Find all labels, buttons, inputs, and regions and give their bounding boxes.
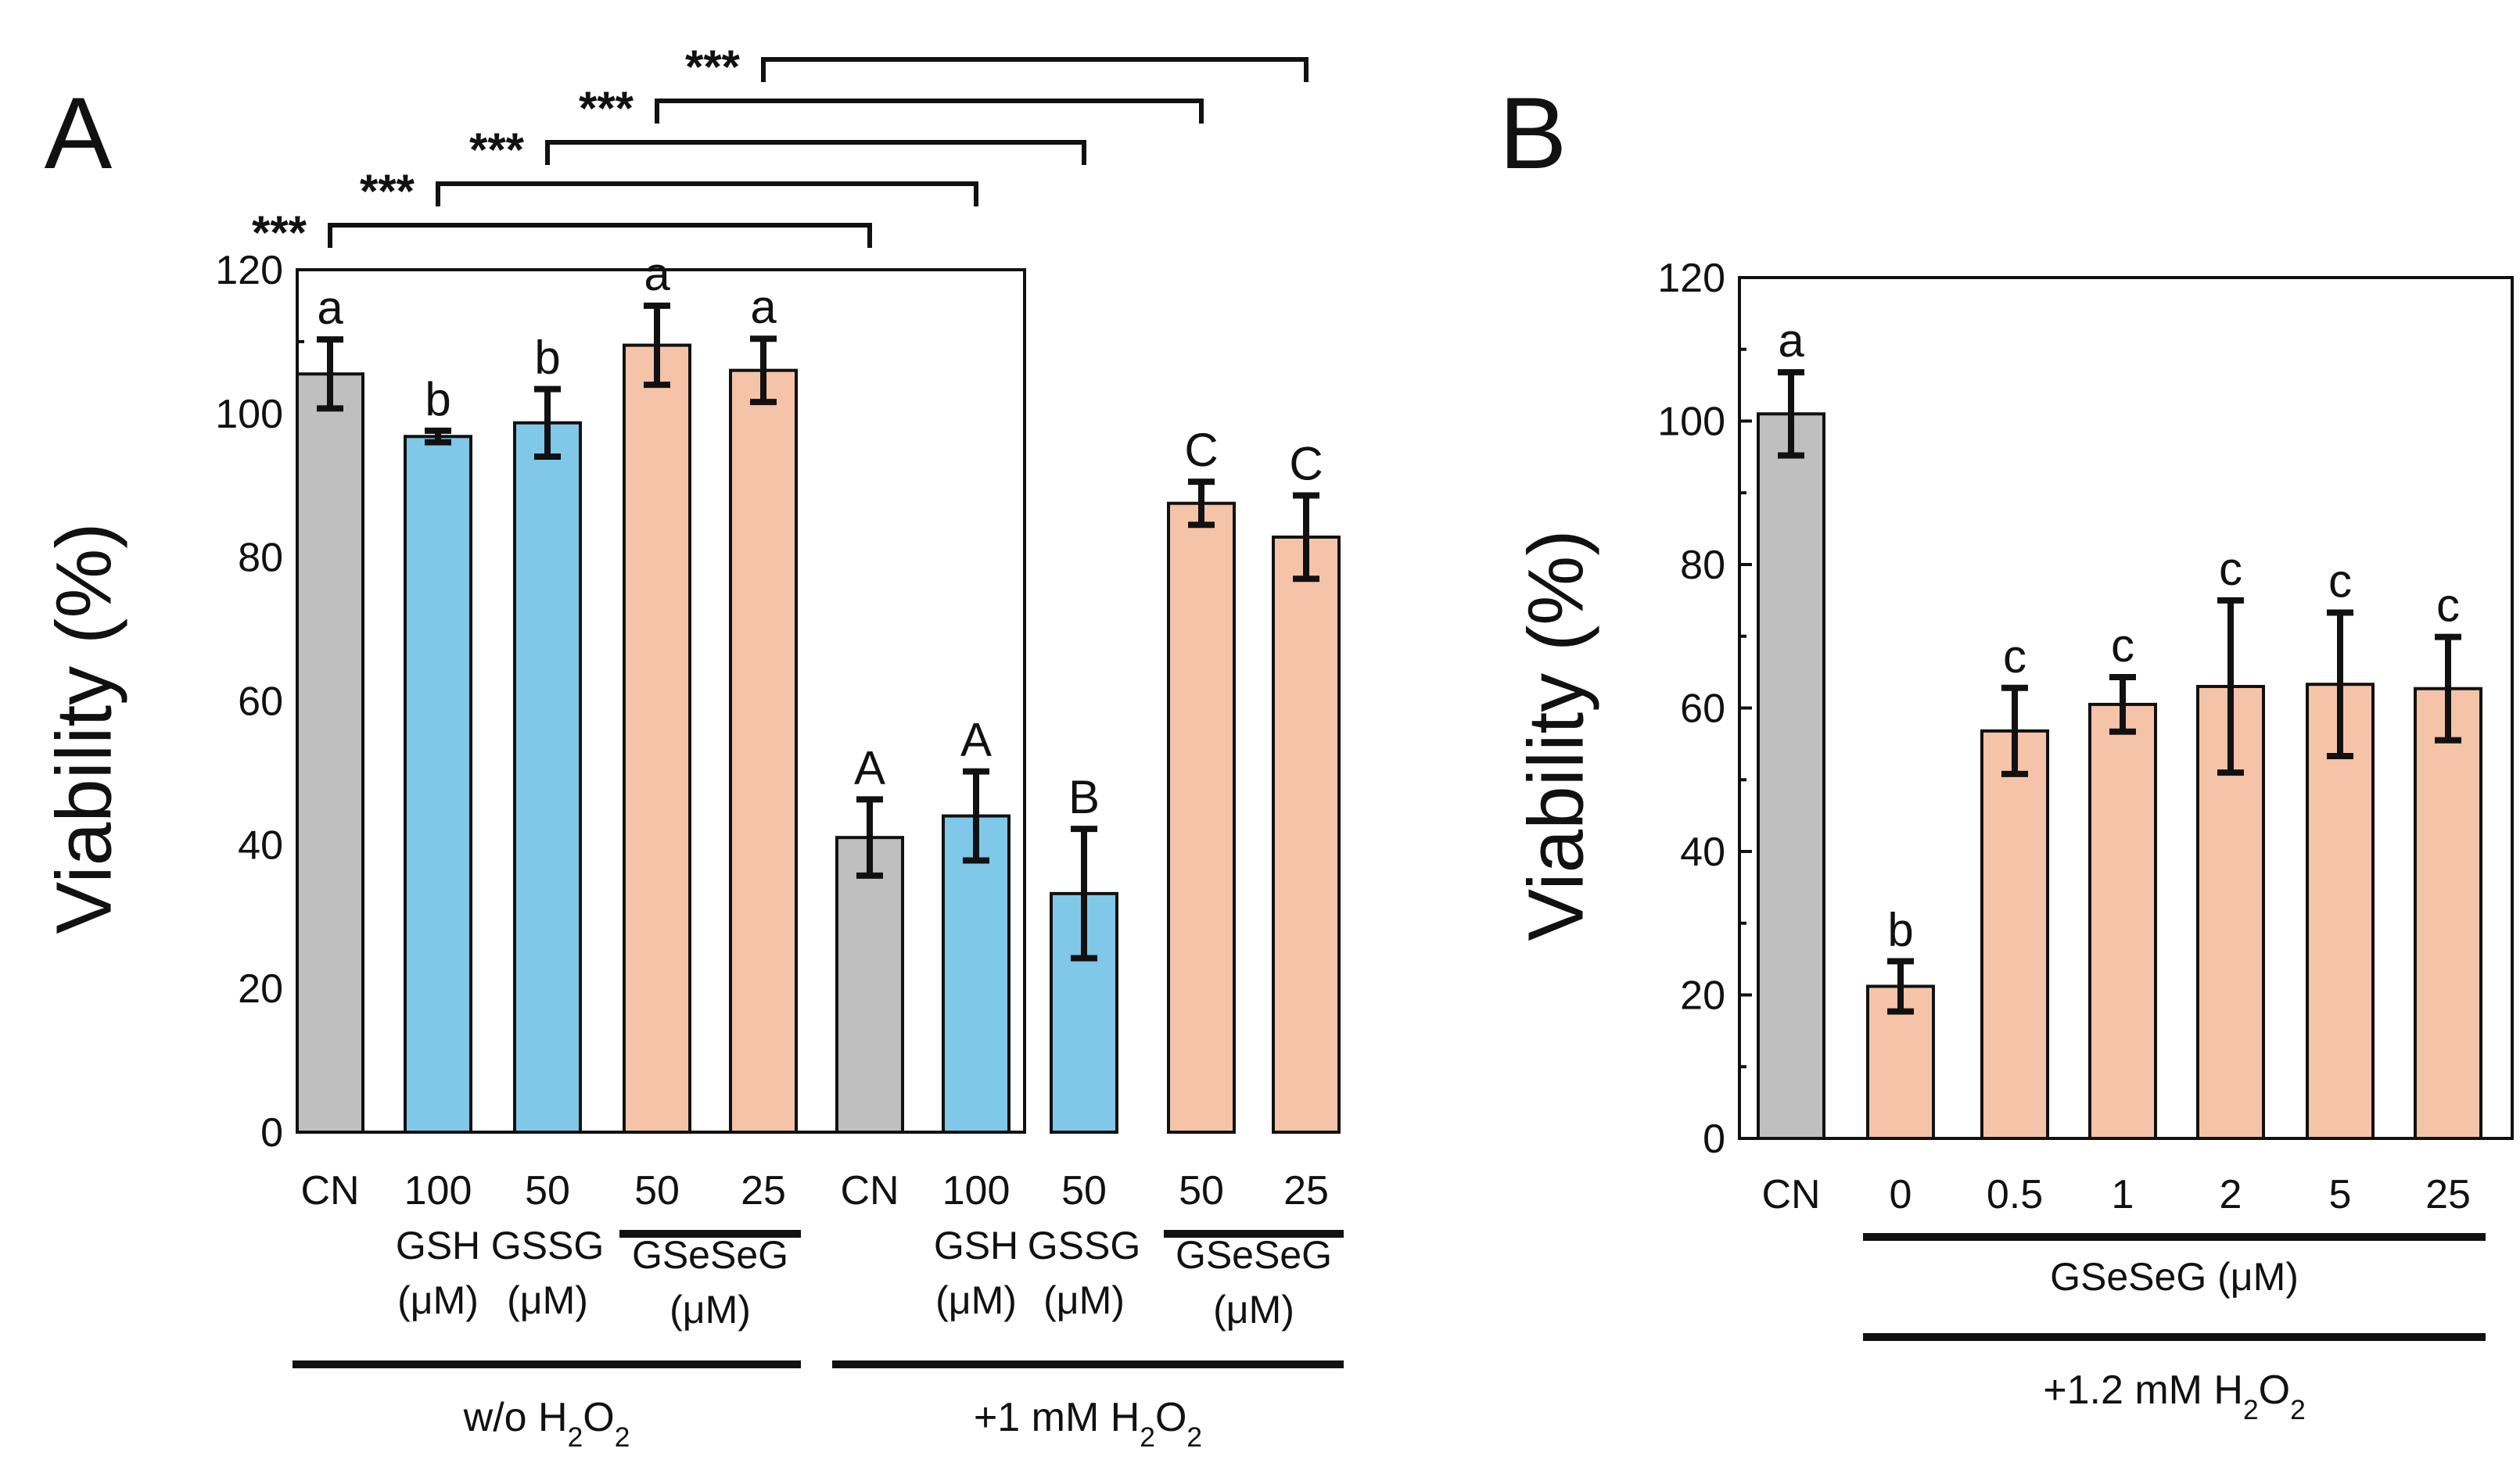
y-tick-label: 100 bbox=[1657, 400, 1725, 445]
x-tick-label: 25 bbox=[1283, 1168, 1329, 1213]
significance-stars: *** bbox=[469, 124, 525, 176]
bar bbox=[729, 368, 798, 1134]
chart-panel-b: B 0 20 40 60 80 100 120 Viability (%) a CN b 0 c 0.5 c 1… bbox=[1499, 76, 2514, 1425]
significance-stars: *** bbox=[579, 82, 634, 134]
significance-letter: B bbox=[1068, 771, 1100, 823]
bar bbox=[835, 836, 904, 1135]
significance-bracket bbox=[328, 223, 872, 248]
x-tick-label: 100 bbox=[404, 1168, 472, 1213]
y-axis-title: Viability (%) bbox=[1512, 529, 1599, 941]
significance-bracket bbox=[436, 181, 978, 206]
compound-unit-label: (μM) bbox=[935, 1278, 1017, 1322]
significance-letter: a bbox=[644, 248, 670, 300]
y-axis-title: Viability (%) bbox=[40, 522, 127, 934]
x-tick-label: CN bbox=[840, 1168, 899, 1213]
bar bbox=[296, 372, 364, 1134]
x-tick-label: 25 bbox=[2425, 1172, 2471, 1217]
condition-label: w/o H2O2 bbox=[463, 1395, 630, 1453]
significance-letter: a bbox=[317, 281, 343, 334]
significance-letter: c bbox=[2436, 579, 2460, 632]
compound-unit-label: (μM) bbox=[507, 1278, 588, 1322]
y-tick-label: 120 bbox=[215, 248, 283, 293]
significance-letter: C bbox=[1289, 438, 1323, 490]
compound-unit-label: (μM) bbox=[669, 1288, 751, 1332]
compound-label: GSH bbox=[934, 1224, 1018, 1267]
significance-letter: A bbox=[960, 714, 992, 766]
y-tick-label: 0 bbox=[260, 1110, 283, 1156]
y-tick-label: 80 bbox=[238, 536, 283, 581]
compound-unit-label: (μM) bbox=[1043, 1278, 1125, 1322]
x-tick-label: 5 bbox=[2329, 1172, 2352, 1217]
y-tick-label: 120 bbox=[1657, 256, 1725, 301]
significance-stars: *** bbox=[360, 165, 415, 217]
bar bbox=[2088, 702, 2157, 1140]
y-tick-label: 60 bbox=[238, 679, 283, 725]
y-tick-label: 20 bbox=[1680, 973, 1725, 1019]
panel-label: B bbox=[1499, 76, 1567, 190]
x-tick-label: 2 bbox=[2220, 1172, 2242, 1217]
bar bbox=[942, 814, 1011, 1134]
compound-label: GSeSeG bbox=[632, 1233, 788, 1277]
significance-stars: *** bbox=[685, 41, 741, 93]
y-tick-label: 20 bbox=[238, 966, 283, 1012]
compound-label: GSH bbox=[396, 1224, 480, 1267]
y-tick-label: 40 bbox=[1680, 830, 1725, 875]
significance-letter: c bbox=[2111, 619, 2134, 672]
significance-letter: b bbox=[425, 373, 451, 425]
compound-label: GSSG bbox=[491, 1224, 604, 1267]
x-tick-label: 50 bbox=[634, 1168, 680, 1213]
x-tick-label: 50 bbox=[1179, 1168, 1224, 1213]
significance-bracket bbox=[545, 140, 1086, 165]
compound-label: GSeSeG bbox=[1176, 1233, 1332, 1277]
x-tick-label: 50 bbox=[1061, 1168, 1107, 1213]
y-tick-label: 80 bbox=[1680, 543, 1725, 588]
y-tick-label: 60 bbox=[1680, 686, 1725, 732]
significance-letter: c bbox=[2219, 543, 2242, 595]
x-tick-label: 100 bbox=[942, 1168, 1011, 1213]
significance-letter: b bbox=[1887, 903, 1913, 955]
compound-unit-label: (μM) bbox=[1213, 1288, 1294, 1332]
bar bbox=[404, 435, 472, 1134]
y-tick-label: 0 bbox=[1703, 1117, 1725, 1162]
x-tick-label: 0.5 bbox=[1987, 1172, 2043, 1217]
significance-letter: C bbox=[1184, 424, 1218, 476]
panel-label: A bbox=[45, 76, 113, 190]
y-tick-label: 40 bbox=[238, 823, 283, 868]
bar bbox=[1757, 412, 1825, 1140]
condition-label: +1 mM H2O2 bbox=[974, 1395, 1202, 1453]
significance-letter: b bbox=[534, 332, 560, 384]
significance-letter: a bbox=[750, 281, 777, 333]
condition-label: +1.2 mM H2O2 bbox=[2043, 1368, 2306, 1425]
bar bbox=[1167, 501, 1236, 1134]
significance-letter: a bbox=[1778, 314, 1804, 367]
significance-stars: *** bbox=[252, 206, 307, 259]
significance-letter: c bbox=[2003, 630, 2026, 683]
bar bbox=[623, 343, 691, 1134]
bar bbox=[2306, 683, 2375, 1140]
significance-letter: c bbox=[2328, 554, 2352, 607]
compound-label: GSeSeG (μM) bbox=[2050, 1255, 2299, 1299]
bar bbox=[513, 421, 582, 1134]
x-tick-label: 25 bbox=[741, 1168, 786, 1213]
x-tick-label: CN bbox=[300, 1168, 359, 1213]
compound-unit-label: (μM) bbox=[397, 1278, 479, 1322]
chart-panel-a: A 0 20 40 60 80 100 120 Viability (%) a CN b 100 b 50 a… bbox=[40, 41, 1344, 1453]
significance-bracket bbox=[761, 57, 1308, 82]
bar bbox=[1980, 729, 2049, 1140]
significance-letter: A bbox=[854, 741, 885, 794]
significance-bracket bbox=[655, 99, 1204, 124]
bar bbox=[1272, 535, 1341, 1134]
compound-label: GSSG bbox=[1028, 1224, 1140, 1267]
bar bbox=[2414, 686, 2482, 1140]
x-tick-label: 1 bbox=[2112, 1172, 2134, 1217]
x-tick-label: 50 bbox=[525, 1168, 570, 1213]
x-tick-label: 0 bbox=[1890, 1172, 1912, 1217]
y-tick-label: 100 bbox=[215, 392, 283, 437]
x-tick-label: CN bbox=[1761, 1172, 1820, 1217]
